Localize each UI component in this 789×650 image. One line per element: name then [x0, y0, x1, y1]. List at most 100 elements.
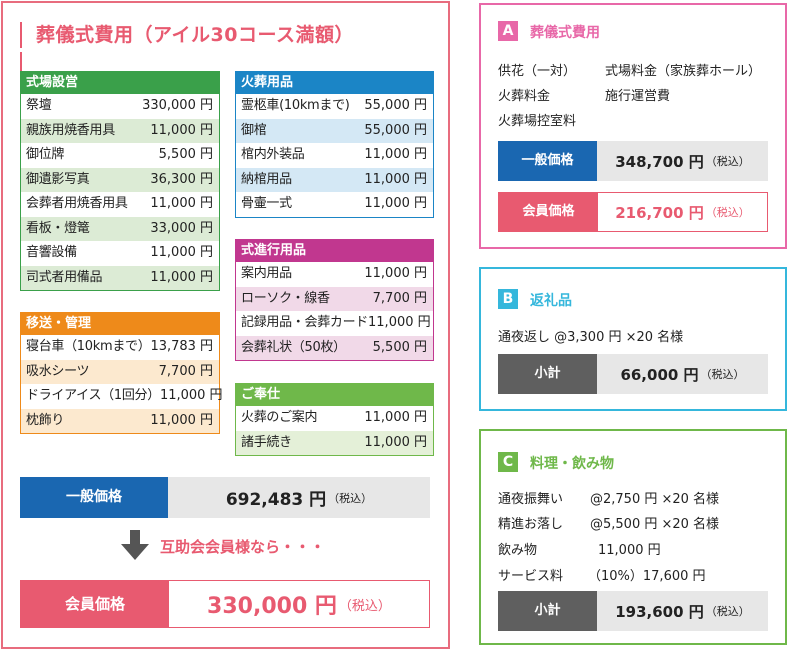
panel-c-title: 料理・飲み物: [530, 456, 614, 472]
item-name: 枕飾り: [26, 412, 65, 428]
item-name: 祭壇: [26, 98, 52, 113]
item-price: 11,000 円: [364, 434, 427, 450]
item-price: 11,000 円: [364, 147, 427, 162]
funeral-cost-panel: [1, 1, 450, 649]
panel-b-subtotal-label: 小計: [498, 354, 597, 394]
item-price: 36,300 円: [150, 171, 213, 187]
general-price-box: 一般価格 692,483 円 （税込）: [20, 477, 430, 518]
item-name: 御位牌: [26, 147, 65, 162]
price-row: 御棺 55,000 円: [236, 118, 433, 143]
item-price: 7,700 円: [372, 290, 427, 306]
member-price-box: 会員価格 330,000 円 （税込）: [20, 580, 430, 628]
category-ceremony: 式進行用品 案内用品 11,000 円ローソク・線香 7,700 円記録用品・会葬カ…: [235, 239, 434, 361]
price-row: 会葬者用焼香用具 11,000 円: [21, 192, 219, 217]
arrow-down-icon: [121, 530, 149, 562]
price-row: 会葬礼状（50枚） 5,500 円: [236, 335, 433, 360]
category-service: ご奉仕 火葬のご案内 11,000 円諸手続き 11,000 円: [235, 383, 434, 456]
item-name: ドライアイス（1回分）: [26, 388, 160, 403]
panel-a-title: 葬儀式費用: [530, 25, 600, 41]
item-name: 棺内外装品: [241, 147, 305, 162]
category-header: 式進行用品: [236, 240, 433, 262]
price-row: 骨壷一式 11,000 円: [236, 192, 433, 217]
item-name: 火葬のご案内: [241, 410, 318, 425]
panel-b-subtotal: 小計 66,000 円 （税込）: [498, 354, 768, 394]
panel-a-general-label: 一般価格: [498, 141, 597, 181]
panel-c-row-detail: 11,000 円: [598, 543, 661, 558]
panel-a-item: 火葬場控室料: [498, 114, 577, 129]
price-row: 諸手続き 11,000 円: [236, 430, 433, 455]
item-name: 記録用品・会葬カード: [241, 315, 369, 330]
item-price: 5,500 円: [372, 339, 427, 355]
category-venue: 式場設営 祭壇 330,000 円親族用焼香用具 11,000 円御位牌 5,500 …: [20, 71, 220, 291]
panel-a-item: 供花（一対）: [498, 64, 577, 79]
member-price-label: 会員価格: [21, 581, 169, 627]
panel-c-row-name: 通夜振舞い: [498, 492, 564, 507]
category-items: 火葬のご案内 11,000 円諸手続き 11,000 円: [236, 406, 433, 455]
item-name: 納棺用品: [241, 171, 292, 187]
panel-c-row-detail: （10%）17,600 円: [588, 569, 706, 584]
panel-c-subtotal-label: 小計: [498, 591, 597, 631]
price-row: 棺内外装品 11,000 円: [236, 143, 433, 168]
item-price: 11,000 円: [150, 122, 213, 138]
general-price-tax: （税込）: [328, 491, 373, 505]
member-price-value: 330,000 円: [207, 594, 337, 619]
category-header: ご奉仕: [236, 384, 433, 406]
item-name: 看板・燈篭: [26, 220, 90, 236]
price-row: 祭壇 330,000 円: [21, 94, 219, 119]
member-price-value-cell: 330,000 円 （税込）: [169, 581, 429, 627]
item-name: 会葬礼状（50枚）: [241, 339, 346, 355]
item-name: 司式者用備品: [26, 269, 103, 285]
price-row: 記録用品・会葬カード 11,000 円: [236, 311, 433, 336]
category-header: 移送・管理: [21, 313, 219, 335]
panel-b-title: 返礼品: [530, 293, 572, 309]
price-row: 音響設備 11,000 円: [21, 241, 219, 266]
category-transport: 移送・管理 寝台車（10kmまで） 13,783 円吸水シーツ 7,700 円ドライ…: [20, 312, 223, 434]
panel-c-subtotal-tax: （税込）: [705, 605, 750, 618]
panel-a-member-value: 216,700 円: [615, 203, 704, 222]
panel-b-subtotal-value-cell: 66,000 円 （税込）: [597, 354, 768, 394]
item-name: 骨壷一式: [241, 196, 292, 211]
item-price: 7,700 円: [158, 363, 213, 379]
panel-c-row-name: 飲み物: [498, 543, 538, 558]
item-price: 11,000 円: [364, 410, 427, 425]
price-row: 納棺用品 11,000 円: [236, 167, 433, 192]
price-row: 御遺影写真 36,300 円: [21, 167, 219, 192]
price-row: ローソク・線香 7,700 円: [236, 286, 433, 311]
panel-c-subtotal-value-cell: 193,600 円 （税込）: [597, 591, 768, 631]
item-name: 霊柩車(10kmまで): [241, 98, 350, 113]
general-price-label: 一般価格: [20, 477, 168, 518]
price-row: 火葬のご案内 11,000 円: [236, 406, 433, 431]
item-name: 会葬者用焼香用具: [26, 196, 128, 211]
member-price-tax: （税込）: [338, 598, 391, 614]
item-name: 御棺: [241, 122, 267, 138]
panel-a-general-value-cell: 348,700 円 （税込）: [597, 141, 768, 181]
item-name: 寝台車（10kmまで）: [26, 339, 151, 354]
category-items: 寝台車（10kmまで） 13,783 円吸水シーツ 7,700 円ドライアイス（1回…: [21, 335, 223, 433]
panel-c-food-drinks: [479, 429, 787, 645]
item-price: 330,000 円: [142, 98, 213, 113]
panel-a-member-price: 会員価格 216,700 円 （税込）: [498, 192, 768, 232]
item-name: 諸手続き: [241, 434, 292, 450]
panel-c-subtotal-value: 193,600 円: [615, 602, 704, 621]
item-name: ローソク・線香: [241, 290, 330, 306]
price-row: ドライアイス（1回分） 11,000 円: [21, 384, 223, 409]
category-items: 案内用品 11,000 円ローソク・線香 7,700 円記録用品・会葬カード 11,0…: [236, 262, 433, 360]
panel-c-row-detail: @2,750 円 ×20 名様: [590, 492, 720, 507]
item-price: 11,000 円: [150, 245, 213, 260]
item-name: 案内用品: [241, 266, 292, 281]
panel-a-general-value: 348,700 円: [615, 152, 704, 171]
item-price: 11,000 円: [150, 412, 213, 428]
panel-a-item: 火葬料金: [498, 89, 551, 104]
panel-a-general-tax: （税込）: [705, 155, 750, 168]
price-row: 看板・燈篭 33,000 円: [21, 216, 219, 241]
item-name: 吸水シーツ: [26, 363, 90, 379]
category-items: 祭壇 330,000 円親族用焼香用具 11,000 円御位牌 5,500 円御遺影写…: [21, 94, 219, 290]
price-row: 親族用焼香用具 11,000 円: [21, 118, 219, 143]
badge-c: C: [498, 452, 518, 472]
panel-a-item: 施行運営費: [605, 89, 671, 104]
item-price: 33,000 円: [150, 220, 213, 236]
panel-a-member-value-cell: 216,700 円 （税込）: [598, 193, 767, 231]
panel-c-subtotal: 小計 193,600 円 （税込）: [498, 591, 768, 631]
price-row: 枕飾り 11,000 円: [21, 408, 219, 433]
price-row: 御位牌 5,500 円: [21, 143, 219, 168]
